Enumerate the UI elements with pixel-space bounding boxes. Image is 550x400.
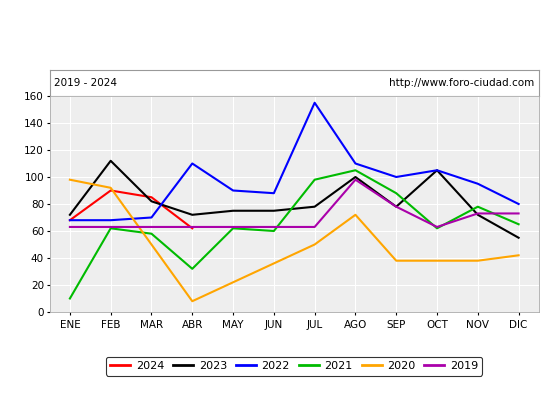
Legend: 2024, 2023, 2022, 2021, 2020, 2019: 2024, 2023, 2022, 2021, 2020, 2019: [106, 357, 482, 376]
Text: Evolucion Nº Turistas Extranjeros en el municipio de Los Navalucillos: Evolucion Nº Turistas Extranjeros en el …: [5, 15, 545, 29]
Text: http://www.foro-ciudad.com: http://www.foro-ciudad.com: [389, 78, 534, 88]
Text: 2019 - 2024: 2019 - 2024: [54, 78, 117, 88]
